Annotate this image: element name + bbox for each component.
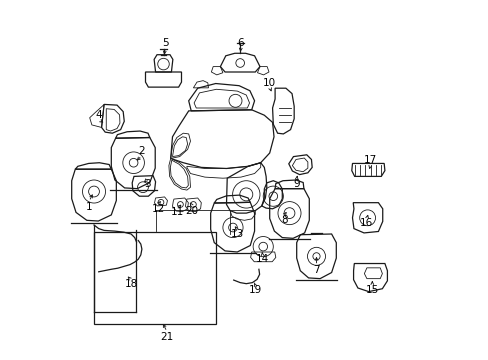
Text: 18: 18 [124, 279, 138, 289]
Text: 20: 20 [185, 206, 199, 216]
Text: 2: 2 [138, 146, 145, 156]
Text: 13: 13 [230, 229, 244, 239]
Text: 19: 19 [248, 285, 262, 295]
Text: 12: 12 [151, 204, 164, 214]
Text: 16: 16 [360, 218, 373, 228]
Text: 14: 14 [255, 254, 268, 264]
Text: 5: 5 [162, 38, 168, 48]
Text: 21: 21 [160, 332, 173, 342]
Text: 7: 7 [312, 265, 319, 275]
Text: 17: 17 [363, 155, 376, 165]
Text: 11: 11 [171, 207, 184, 217]
Text: 4: 4 [95, 110, 102, 120]
Bar [94, 232, 216, 324]
Text: 8: 8 [280, 215, 287, 225]
Text: 9: 9 [293, 179, 300, 189]
Text: 10: 10 [263, 78, 276, 88]
Text: 1: 1 [85, 202, 92, 212]
Text: 3: 3 [143, 179, 150, 189]
Text: 15: 15 [365, 285, 378, 295]
Text: 6: 6 [237, 38, 244, 48]
